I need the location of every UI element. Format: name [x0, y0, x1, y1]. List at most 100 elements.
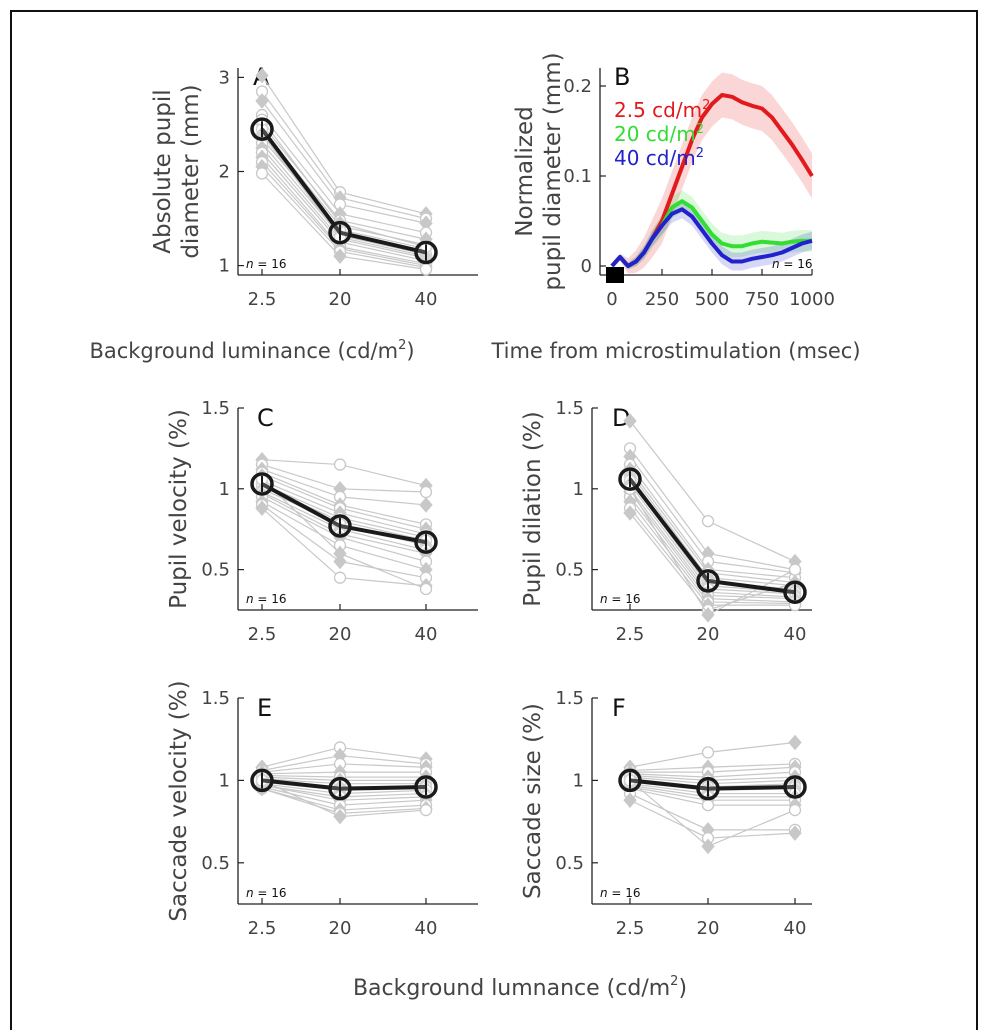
individual-point: [623, 413, 637, 429]
n-label-value: = 16: [608, 592, 641, 606]
x-tick-label: 2.5: [616, 918, 645, 939]
x-tick-label: 20: [697, 918, 720, 939]
individual-point: [419, 582, 433, 596]
individual-point: [255, 500, 269, 516]
n-label-value: = 16: [254, 886, 287, 900]
panel-letter: E: [257, 694, 272, 722]
individual-point: [255, 67, 269, 84]
y-tick-label: 1: [573, 770, 584, 791]
x-tick-label: 1000: [789, 289, 835, 310]
x-tick-label: 2.5: [248, 918, 277, 939]
x-tick-label: 40: [415, 918, 438, 939]
panel-letter: D: [612, 404, 630, 432]
individual-point: [333, 545, 347, 562]
y-tick-label: 0.5: [555, 560, 584, 581]
y-tick-label: 0.2: [563, 76, 592, 97]
individual-point: [623, 505, 637, 521]
x-tick-label: 250: [645, 289, 679, 310]
microstimulation-marker: [606, 267, 624, 283]
legend-entry-superscript: 2: [696, 146, 704, 161]
xlabel-top-right: Time from microstimulation (msec): [490, 339, 860, 363]
panel-letter: B: [614, 63, 630, 91]
n-label-symbol: n: [246, 886, 254, 900]
n-label-symbol: n: [600, 886, 608, 900]
y-axis-label: Saccade velocity (%): [166, 680, 192, 921]
individual-point: [255, 167, 269, 180]
y-tick-label: 2: [219, 162, 230, 183]
n-label: n = 16: [600, 592, 641, 606]
x-tick-label: 500: [695, 289, 729, 310]
individual-point: [333, 808, 347, 825]
y-tick-label: 1.5: [201, 688, 230, 709]
legend-entry-superscript: 2: [702, 98, 710, 113]
y-tick-label: 0.5: [555, 853, 584, 874]
legend-entry-label: 40 cd/m: [614, 146, 696, 170]
x-tick-label: 20: [329, 918, 352, 939]
legend-entry-label: 2.5 cd/m: [614, 98, 702, 122]
x-tick-label: 20: [697, 624, 720, 645]
x-tick-label: 0: [606, 289, 617, 310]
y-tick-label: 0.5: [201, 853, 230, 874]
individual-point: [623, 792, 637, 808]
individual-point: [701, 838, 715, 855]
y-tick-label: 0.1: [563, 166, 592, 187]
y-axis-label: Pupil dilation (%): [520, 411, 546, 606]
y-tick-label: 1: [219, 256, 230, 277]
y-tick-label: 1.5: [555, 688, 584, 709]
xlabel-bottom: Background lumnance (cd/m2): [353, 974, 687, 1001]
individual-point: [701, 607, 715, 623]
x-tick-label: 20: [329, 289, 352, 310]
individual-point: [255, 93, 269, 109]
n-label-value: = 16: [780, 257, 813, 271]
xlabel-top-left: Background luminance (cd/m2): [89, 338, 414, 363]
y-tick-label: 0.5: [201, 560, 230, 581]
x-tick-label: 40: [784, 918, 807, 939]
x-tick-label: 2.5: [616, 624, 645, 645]
individual-point: [701, 746, 715, 759]
y-tick-label: 3: [219, 67, 230, 88]
y-tick-label: 0: [581, 256, 592, 277]
n-label: n = 16: [246, 257, 287, 271]
n-label-symbol: n: [772, 257, 780, 271]
y-axis-label-line1: Normalized: [512, 106, 538, 236]
legend-entry-label: 20 cd/m: [614, 122, 696, 146]
legend-entry: 20 cd/m2: [614, 122, 704, 146]
panel-b: 0 0.1 0.2 Normalized pupil diameter (mm) Bn =…: [512, 52, 835, 310]
y-axis-label: Pupil velocity (%): [166, 409, 192, 609]
series-error-band: [612, 190, 812, 270]
individual-point: [788, 734, 802, 751]
n-label-value: = 16: [608, 886, 641, 900]
individual-point: [333, 553, 347, 570]
individual-point: [788, 825, 802, 841]
n-label: n = 16: [246, 592, 287, 606]
x-tick-label: 40: [415, 624, 438, 645]
n-label-symbol: n: [246, 257, 254, 271]
panel-f: 0.5 1 1.5 Saccade size (%) Fn = 16 2.5 20 40: [520, 688, 812, 939]
y-tick-label: 1: [219, 770, 230, 791]
x-tick-label: 2.5: [248, 289, 277, 310]
individual-point: [333, 248, 347, 264]
y-tick-label: 1: [219, 479, 230, 500]
x-tick-label: 2.5: [248, 624, 277, 645]
y-tick-label: 1.5: [201, 398, 230, 419]
individual-point: [333, 571, 347, 584]
legend-entry-superscript: 2: [696, 122, 704, 137]
panel-e: 0.5 1 1.5 Saccade velocity (%) En = 16 2.5 20 4…: [166, 680, 478, 939]
panel-d: 0.5 1 1.5 Pupil dilation (%) Dn = 16 2.5 20 40: [520, 398, 812, 645]
y-axis-label-line2: pupil diameter (mm): [540, 52, 566, 290]
y-axis-label: Saccade size (%): [520, 703, 546, 899]
y-tick-label: 1.5: [555, 398, 584, 419]
panel-letter: C: [257, 404, 274, 432]
n-label-value: = 16: [254, 592, 287, 606]
x-tick-label: 40: [784, 624, 807, 645]
y-tick-label: 1: [573, 479, 584, 500]
individual-point: [333, 458, 347, 471]
individual-point: [701, 514, 715, 528]
n-label: n = 16: [772, 257, 813, 271]
x-tick-label: 40: [415, 289, 438, 310]
n-label: n = 16: [600, 886, 641, 900]
individual-point: [419, 497, 433, 513]
